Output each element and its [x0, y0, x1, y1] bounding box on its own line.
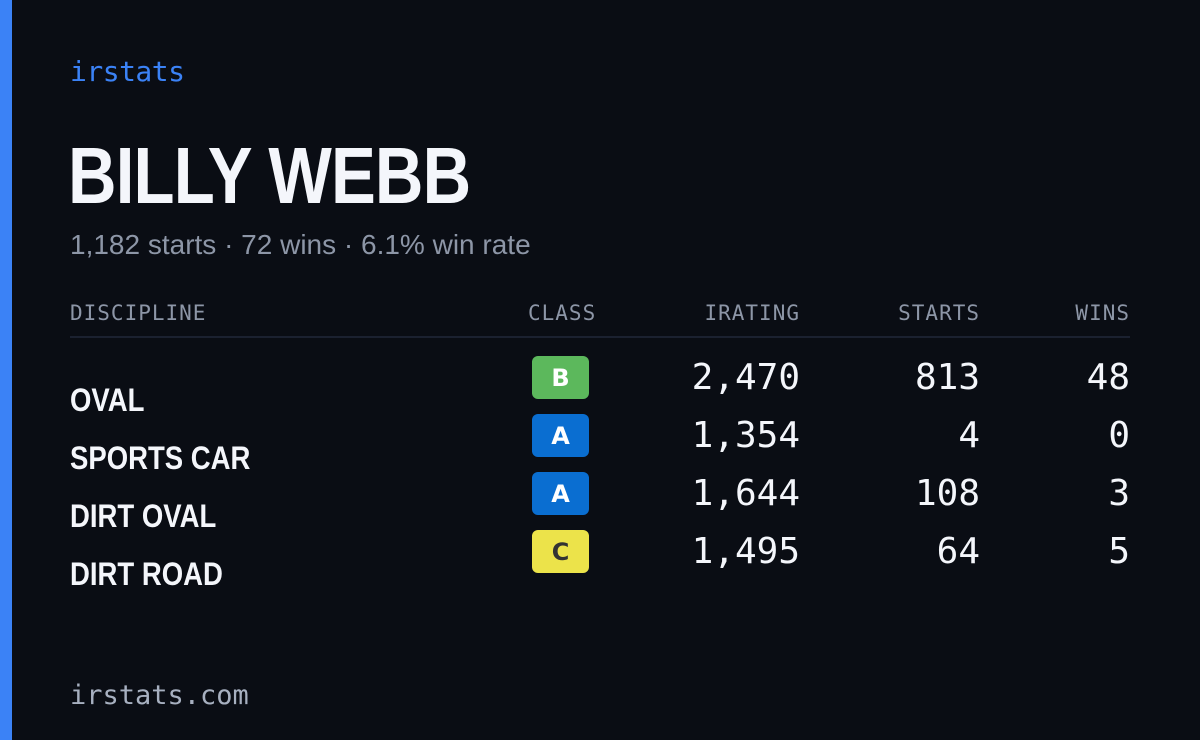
- irating-value: 1,644: [691, 473, 800, 514]
- wins-value: 0: [1108, 415, 1130, 456]
- wins-value: 5: [1108, 531, 1130, 572]
- irating-value: 1,354: [691, 415, 800, 456]
- stats-table: DISCIPLINE CLASS IRATING STARTS WINS OVA…: [70, 298, 1130, 590]
- discipline-name: OVAL: [70, 382, 145, 418]
- irating-value: 1,495: [691, 531, 800, 572]
- starts-value: 813: [914, 357, 980, 398]
- wins-value: 3: [1108, 473, 1130, 514]
- table-row: DIRT OVAL A 1,644 108 3: [70, 470, 1130, 532]
- accent-bar: [0, 0, 12, 740]
- career-summary: 1,182 starts · 72 wins · 6.1% win rate: [70, 229, 531, 260]
- table-row: OVAL B 2,470 813 48: [70, 354, 1130, 416]
- table-row: DIRT ROAD C 1,495 64 5: [70, 528, 1130, 590]
- class-badge: C: [532, 530, 589, 573]
- discipline-name: DIRT OVAL: [70, 498, 217, 534]
- class-badge: A: [532, 472, 589, 515]
- class-badge: A: [532, 414, 589, 457]
- starts-value: 64: [936, 531, 980, 572]
- footer-url[interactable]: irstats.com: [70, 680, 249, 711]
- table-header: DISCIPLINE CLASS IRATING STARTS WINS: [70, 298, 1130, 338]
- column-header-starts: STARTS: [898, 301, 980, 325]
- column-header-discipline: DISCIPLINE: [70, 301, 207, 325]
- table-body: OVAL B 2,470 813 48 SPORTS CAR A 1,354 4…: [70, 338, 1130, 590]
- column-header-class: CLASS: [528, 301, 597, 325]
- column-header-irating: IRATING: [704, 301, 800, 325]
- player-name: BILLY WEBB: [68, 131, 471, 220]
- discipline-name: SPORTS CAR: [70, 440, 251, 476]
- class-badge: B: [532, 356, 589, 399]
- irating-value: 2,470: [691, 357, 800, 398]
- table-row: SPORTS CAR A 1,354 4 0: [70, 412, 1130, 474]
- brand-logo: irstats: [70, 55, 185, 88]
- starts-value: 108: [914, 473, 980, 514]
- discipline-name: DIRT ROAD: [70, 556, 223, 592]
- starts-value: 4: [958, 415, 980, 456]
- column-header-wins: WINS: [1075, 301, 1130, 325]
- wins-value: 48: [1086, 357, 1130, 398]
